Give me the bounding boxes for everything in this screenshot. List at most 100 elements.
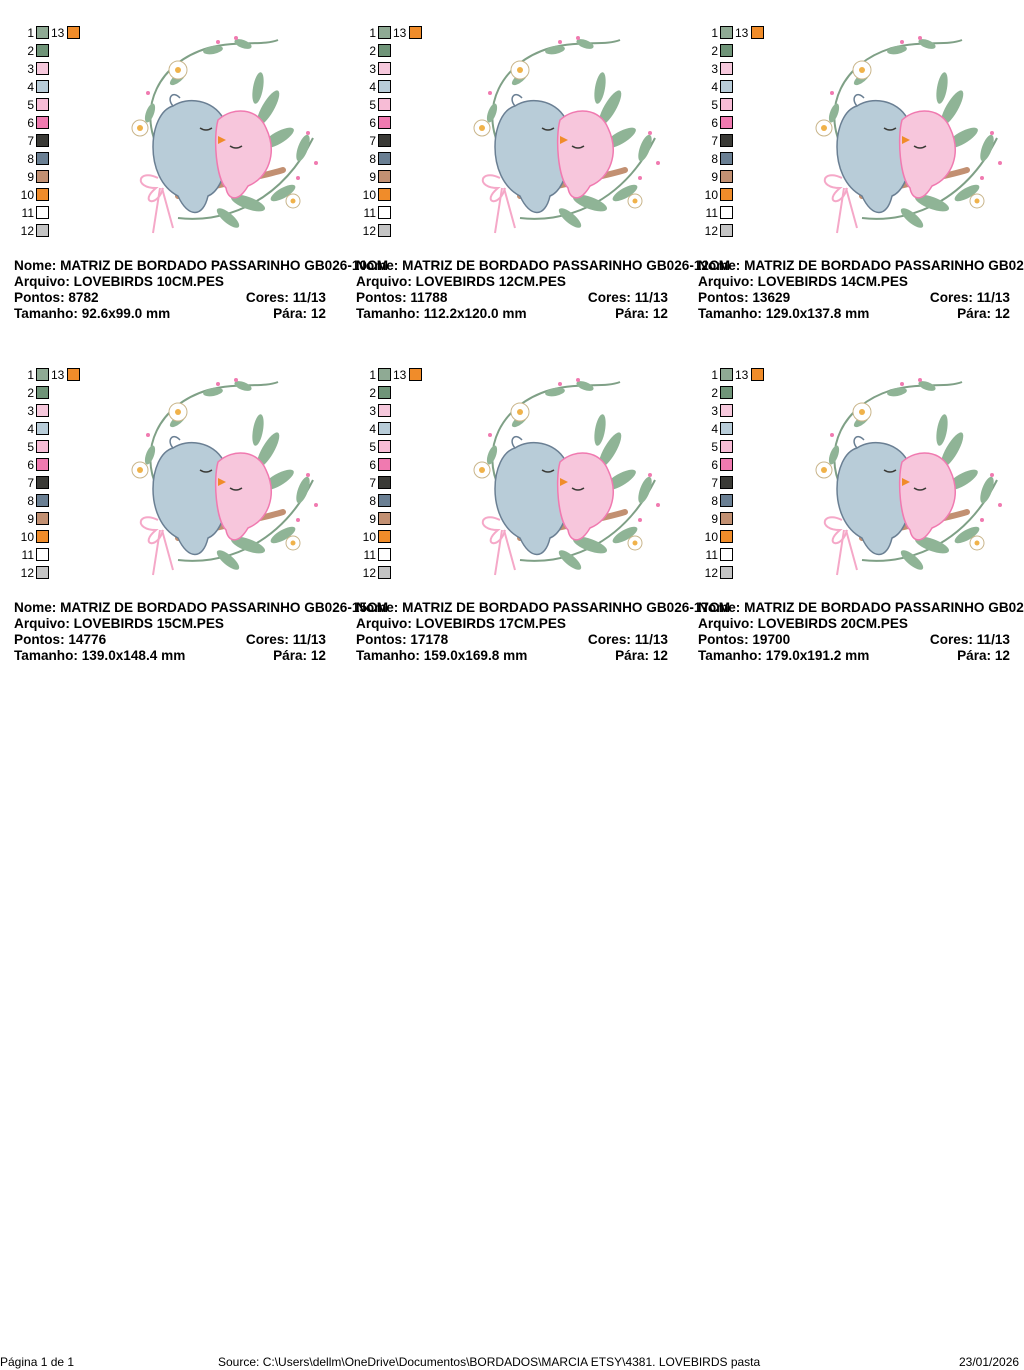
color-swatch [720,26,733,39]
color-swatch [378,80,391,93]
color-swatch-row: 7 [358,134,438,148]
color-number: 6 [711,458,718,472]
color-number: 7 [711,134,718,148]
color-swatch-row: 8 [700,494,780,508]
pontos-label: Pontos: [698,632,749,647]
color-count: 11/13 [634,290,668,305]
pontos-label: Pontos: [356,632,407,647]
color-number: 13 [735,368,749,382]
color-number: 4 [711,80,718,94]
color-number: 5 [369,440,376,454]
color-swatch [36,368,49,381]
color-swatch-row: 12 [700,224,780,238]
para-label: Pára: [273,648,308,663]
color-number: 10 [362,530,376,544]
color-number: 8 [27,152,34,166]
color-number: 7 [27,476,34,490]
design-preview [460,28,670,248]
color-swatch [378,26,391,39]
color-swatch-row: 4 [358,80,438,94]
color-swatch [409,368,422,381]
color-swatch-row: 7 [700,134,780,148]
color-swatch-row: 12 [16,566,96,580]
color-swatch-row: 1 13 [700,368,780,382]
color-number: 5 [711,98,718,112]
design-preview [802,28,1012,248]
color-swatch [36,458,49,471]
color-swatch-row: 10 [358,188,438,202]
file-name: LOVEBIRDS 17CM.PES [415,616,566,631]
color-swatch [751,26,764,39]
color-swatch [378,386,391,399]
stitch-count: 13629 [752,290,791,305]
color-number: 12 [704,566,718,580]
cores-label: Cores: [587,290,631,305]
design-info: Nome: MATRIZ DE BORDADO PASSARINHO GB026… [698,600,1024,664]
color-swatch [36,170,49,183]
color-number: 6 [27,116,34,130]
stitch-count: 14776 [68,632,107,647]
color-number: 2 [711,386,718,400]
color-swatch [378,116,391,129]
color-number: 1 [369,26,376,40]
design-size: 159.0x169.8 mm [423,648,528,663]
pontos-label: Pontos: [14,632,65,647]
stitch-count: 8782 [68,290,99,305]
stitch-count: 17178 [410,632,449,647]
para-label: Pára: [273,306,308,321]
color-swatch-row: 6 [700,458,780,472]
color-swatch-row: 1 13 [700,26,780,40]
color-number: 6 [27,458,34,472]
color-swatch [36,206,49,219]
color-swatch [67,368,80,381]
color-number: 3 [27,62,34,76]
design-name: MATRIZ DE BORDADO PASSARINHO GB026-12CM [402,258,731,273]
design-name: MATRIZ DE BORDADO PASSARINHO GB026-15CM [60,600,389,615]
color-number: 8 [711,494,718,508]
pontos-label: Pontos: [698,290,749,305]
color-number: 2 [711,44,718,58]
color-number: 2 [369,386,376,400]
tamanho-label: Tamanho: [356,306,420,321]
color-number: 3 [711,62,718,76]
design-size: 112.2x120.0 mm [423,306,527,321]
color-swatch-row: 3 [700,404,780,418]
color-number: 4 [27,422,34,436]
stitch-count: 19700 [752,632,791,647]
color-swatch-row: 8 [358,152,438,166]
color-number: 10 [20,188,34,202]
design-preview [460,370,670,590]
color-number: 13 [735,26,749,40]
design-size: 179.0x191.2 mm [765,648,870,663]
color-swatch-row: 9 [358,170,438,184]
color-swatch [378,404,391,417]
color-swatch-row: 10 [358,530,438,544]
para-label: Pára: [957,306,992,321]
arquivo-label: Arquivo: [698,616,754,631]
color-swatch [36,440,49,453]
color-swatch-row: 6 [700,116,780,130]
design-info: Nome: MATRIZ DE BORDADO PASSARINHO GB026… [356,258,730,322]
pontos-label: Pontos: [356,290,407,305]
color-number: 10 [704,188,718,202]
design-card: 1 13 2 3 4 5 6 7 8 [8,0,388,330]
color-swatch-row: 2 [16,386,96,400]
color-number: 12 [362,566,376,580]
color-swatch [720,206,733,219]
color-swatch [720,566,733,579]
color-number: 13 [393,368,407,382]
file-name: LOVEBIRDS 12CM.PES [415,274,566,289]
color-number: 11 [21,206,34,220]
color-swatch-row: 5 [358,440,438,454]
color-swatch [409,26,422,39]
design-preview [802,370,1012,590]
color-number: 13 [51,26,65,40]
color-swatch-row: 5 [700,440,780,454]
color-number: 8 [369,152,376,166]
color-swatch-row: 10 [16,530,96,544]
print-date: 23/01/2026 [959,1355,1020,1369]
color-swatch-row: 1 13 [358,26,438,40]
color-swatch-row: 9 [700,512,780,526]
color-swatch [720,368,733,381]
color-swatch-row: 11 [16,548,96,562]
